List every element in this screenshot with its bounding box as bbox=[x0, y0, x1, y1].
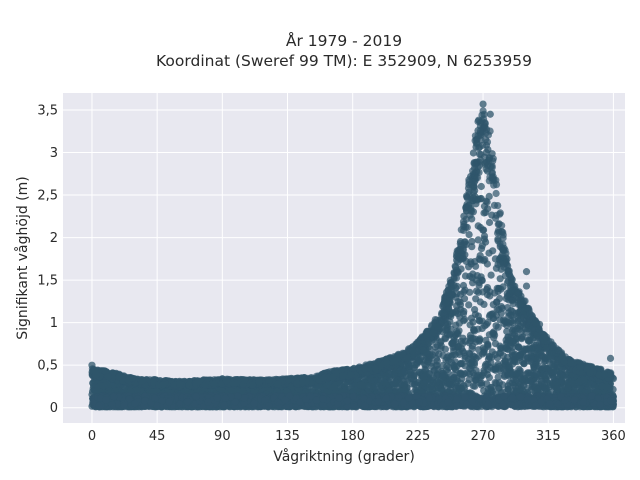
data-point bbox=[484, 205, 492, 213]
data-point bbox=[372, 383, 380, 392]
data-point bbox=[476, 223, 485, 232]
data-point bbox=[489, 247, 497, 255]
data-point bbox=[432, 378, 440, 387]
chart-title-line-2: Koordinat (Sweref 99 TM): E 352909, N 62… bbox=[156, 52, 532, 70]
data-point bbox=[533, 385, 542, 393]
data-point bbox=[485, 192, 493, 200]
data-point bbox=[465, 263, 473, 271]
data-point bbox=[476, 298, 484, 306]
data-point bbox=[503, 327, 511, 336]
data-point bbox=[473, 373, 481, 381]
data-point bbox=[420, 379, 428, 387]
data-point bbox=[496, 316, 504, 324]
data-point bbox=[489, 314, 498, 322]
data-point bbox=[452, 384, 460, 393]
data-point bbox=[476, 252, 484, 260]
data-point bbox=[478, 324, 486, 333]
data-point bbox=[433, 357, 441, 365]
data-point bbox=[475, 336, 484, 344]
data-point bbox=[471, 382, 479, 390]
data-point bbox=[575, 384, 584, 392]
data-point bbox=[475, 316, 483, 324]
data-point bbox=[465, 301, 473, 309]
data-point bbox=[516, 370, 524, 378]
data-point bbox=[465, 231, 473, 239]
data-point bbox=[444, 320, 452, 328]
data-point bbox=[406, 362, 414, 370]
data-point bbox=[517, 327, 526, 335]
data-point bbox=[474, 236, 482, 244]
data-point bbox=[424, 358, 432, 366]
data-point bbox=[441, 345, 449, 353]
data-point bbox=[441, 334, 449, 342]
data-point bbox=[461, 286, 469, 294]
data-point bbox=[524, 357, 532, 365]
data-point bbox=[480, 257, 488, 265]
data-point bbox=[493, 284, 501, 292]
data-point bbox=[330, 383, 338, 391]
data-point bbox=[479, 350, 487, 358]
data-point bbox=[433, 341, 441, 349]
data-points bbox=[88, 100, 618, 411]
data-point bbox=[446, 330, 454, 338]
data-point bbox=[534, 364, 542, 372]
data-point bbox=[496, 342, 504, 350]
data-point bbox=[491, 255, 499, 263]
data-point bbox=[456, 298, 464, 306]
data-point bbox=[109, 381, 117, 389]
data-point bbox=[516, 386, 524, 394]
data-point bbox=[400, 368, 408, 376]
data-point bbox=[451, 343, 459, 351]
data-point bbox=[509, 325, 517, 333]
data-point bbox=[490, 328, 498, 336]
data-point bbox=[484, 355, 493, 363]
data-point bbox=[549, 360, 557, 368]
data-point bbox=[542, 371, 550, 379]
data-point bbox=[518, 376, 526, 384]
data-point bbox=[492, 322, 500, 330]
data-point bbox=[493, 354, 502, 362]
data-point bbox=[459, 310, 468, 318]
data-point bbox=[518, 335, 526, 343]
data-point bbox=[463, 369, 471, 377]
data-point bbox=[483, 370, 491, 378]
data-point bbox=[532, 370, 540, 378]
data-point bbox=[485, 218, 494, 227]
data-point bbox=[495, 379, 503, 387]
data-point bbox=[461, 337, 470, 345]
data-point bbox=[461, 315, 469, 324]
data-point bbox=[470, 325, 478, 333]
data-point bbox=[364, 382, 372, 390]
data-point bbox=[483, 198, 491, 206]
data-point bbox=[487, 271, 495, 279]
data-point bbox=[478, 242, 486, 250]
data-point bbox=[466, 331, 474, 339]
data-point bbox=[469, 149, 477, 157]
chart-title-line-1: År 1979 - 2019 bbox=[286, 31, 402, 50]
data-point bbox=[465, 376, 473, 384]
data-point bbox=[515, 321, 523, 329]
data-point bbox=[439, 377, 447, 385]
data-point bbox=[510, 330, 519, 338]
data-point bbox=[449, 309, 457, 317]
data-point bbox=[410, 370, 418, 378]
data-point bbox=[472, 287, 481, 295]
data-point bbox=[503, 304, 512, 312]
data-point bbox=[478, 379, 486, 387]
data-point bbox=[477, 182, 485, 191]
data-point bbox=[455, 319, 463, 327]
data-point bbox=[477, 194, 485, 203]
data-point bbox=[480, 232, 489, 240]
data-point bbox=[526, 372, 534, 380]
data-point bbox=[471, 310, 479, 318]
data-point bbox=[490, 334, 498, 342]
data-point bbox=[468, 243, 476, 251]
